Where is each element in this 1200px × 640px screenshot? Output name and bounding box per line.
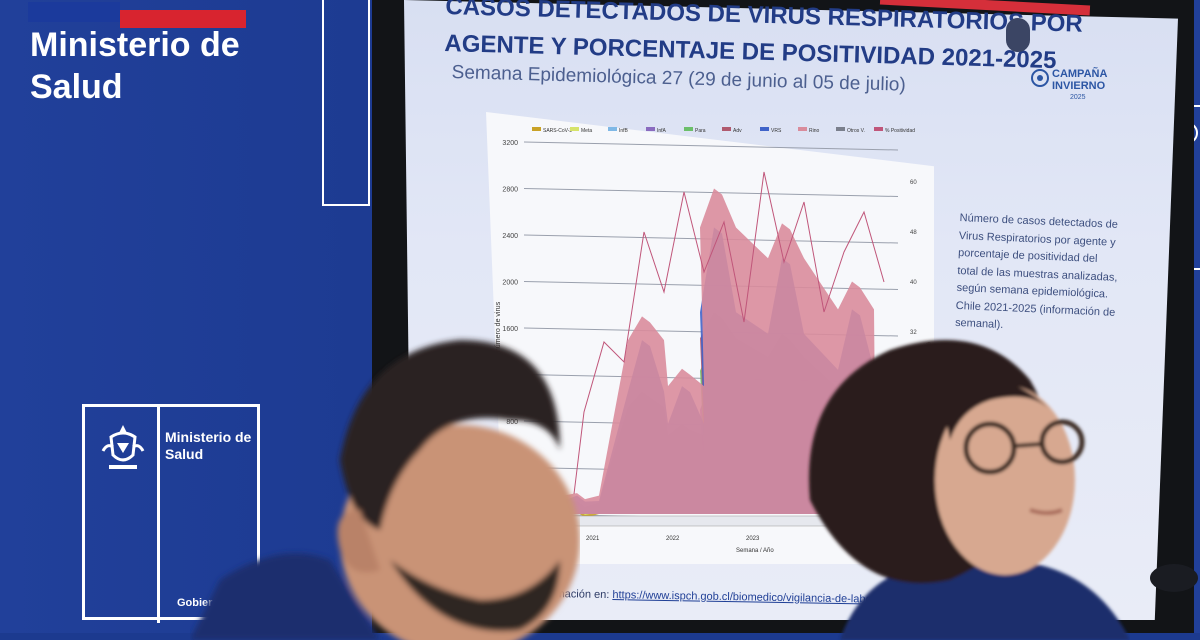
legend-swatch [874, 127, 883, 131]
legend-swatch [570, 127, 579, 131]
flag-stripe-decoration [28, 2, 246, 38]
campaign-emblem-icon [1031, 69, 1049, 87]
legend-label: Rino [809, 128, 820, 134]
legend-swatch [722, 127, 731, 131]
speaker-man-left [190, 340, 580, 640]
y-axis-label: número de virus [495, 301, 502, 352]
x-year-label: 2022 [666, 536, 680, 542]
legend-label: VRS [771, 128, 782, 134]
legend-swatch [532, 127, 541, 131]
camera-icon [1006, 18, 1030, 52]
y-tick-label: 800 [506, 419, 518, 426]
legend-swatch [646, 127, 655, 131]
y-tick-label: 1600 [502, 326, 518, 333]
legend-swatch [836, 127, 845, 131]
legend-label: InfA [657, 128, 667, 134]
chart-description: Número de casos detectados de Virus Resp… [955, 210, 1130, 340]
legend-swatch [684, 127, 693, 131]
backdrop-frame-line [322, 0, 370, 206]
x-year-label: 2023 [746, 536, 760, 542]
y-right-tick-label: 48 [910, 230, 917, 236]
campaign-line2: INVIERNO [1052, 80, 1106, 92]
ministry-logo-panel: Ministerio de Salud Gobier [82, 404, 260, 623]
y-right-tick-label: 60 [910, 180, 917, 186]
legend-swatch [798, 127, 807, 131]
legend-label: Para [695, 128, 706, 134]
y-tick-label: 2000 [502, 280, 518, 287]
gridline [523, 188, 899, 197]
coat-of-arms-icon [101, 425, 145, 469]
positivity-line [573, 171, 885, 495]
logo-text-line2: Salud [165, 446, 204, 462]
logo-footer-text: Gobier [177, 597, 213, 609]
y-right-tick-label: 32 [910, 330, 917, 336]
legend-label: Meta [581, 128, 592, 134]
campaign-line1: CAMPAÑA [1052, 68, 1108, 80]
legend-label: SARS-CoV-2 [543, 128, 572, 134]
x-year-label: 2021 [586, 536, 600, 542]
x-axis-label: Semana / Año [736, 548, 774, 554]
speaker-woman-right [809, 340, 1130, 640]
campaign-logo: CAMPAÑA INVIERNO 2025 [1030, 64, 1126, 104]
y-right-tick-label: 40 [910, 280, 917, 286]
y-tick-label: 2400 [502, 233, 518, 240]
campaign-year: 2025 [1070, 94, 1086, 101]
respiratory-virus-chart: 320028002400200016001200800400060484032S… [495, 127, 930, 554]
logo-text-line1: Ministerio de [165, 429, 252, 445]
legend-label: InfB [619, 128, 629, 134]
microphone-icon [1150, 564, 1198, 592]
legend-label: % Positividad [885, 128, 915, 134]
ministry-wordmark: Ministerio de Salud [30, 24, 270, 108]
ministry-wordmark-line1: Ministerio de [30, 26, 240, 64]
legend-label: Otros V. [847, 128, 865, 134]
gridline [523, 141, 899, 151]
legend-swatch [760, 127, 769, 131]
y-tick-label: 3200 [502, 140, 518, 147]
y-tick-label: 2800 [502, 187, 518, 194]
ministry-wordmark-line2: Salud [30, 68, 123, 106]
legend-swatch [608, 127, 617, 131]
series-area-rino [554, 188, 876, 514]
legend-label: Adv [733, 128, 742, 134]
